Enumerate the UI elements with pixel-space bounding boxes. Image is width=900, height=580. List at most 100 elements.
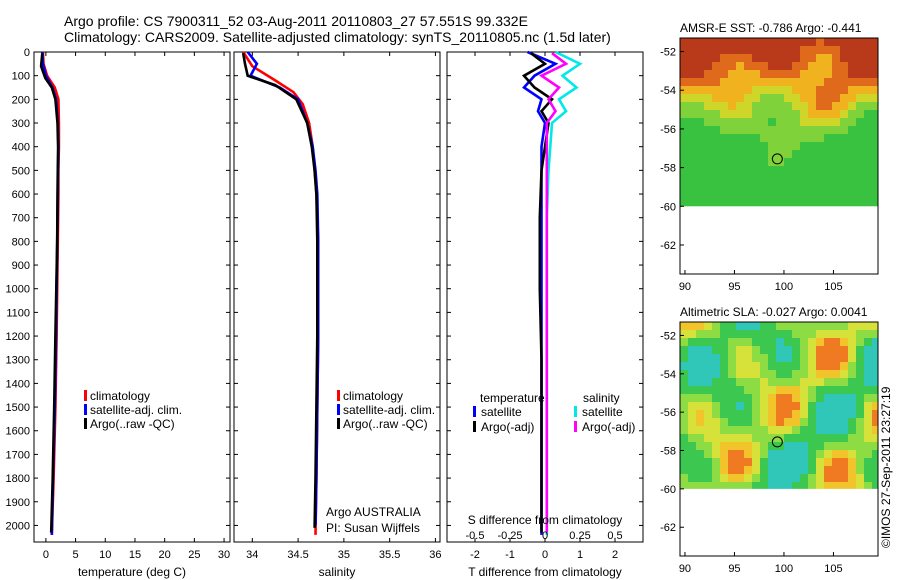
difference-xtick-top-label: 0.25 <box>569 530 590 542</box>
sla_map-cell <box>832 330 840 338</box>
sla_map-cell <box>720 322 728 330</box>
sla_map-cell <box>856 434 864 442</box>
sst_map-cell <box>680 54 688 62</box>
sst_map-cell <box>768 70 776 78</box>
sst_map-cell <box>824 150 832 158</box>
sla_map-cell <box>720 362 728 370</box>
sla_map-cell <box>712 434 720 442</box>
sla_map-cell <box>776 482 784 489</box>
sla_map-cell <box>696 346 704 354</box>
sla_map-cell <box>856 410 864 418</box>
sla_map-cell <box>792 458 800 466</box>
sla_map-cell <box>816 450 824 458</box>
sst_map-cell <box>840 166 848 174</box>
sla_map-cell <box>792 450 800 458</box>
sla_map-cell <box>752 434 760 442</box>
sst_map-cell <box>768 78 776 86</box>
temperature-ytick-label: 300 <box>12 118 30 130</box>
sla_map-cell <box>696 330 704 338</box>
sla_map-cell <box>704 474 712 482</box>
sla_map-cell <box>840 482 848 489</box>
sla_map-cell <box>784 370 792 378</box>
sst_map-cell <box>864 190 872 198</box>
sla_map-cell <box>704 354 712 362</box>
sla_map-cell <box>808 442 816 450</box>
sla_map-cell <box>864 418 872 426</box>
sst_map-cell <box>696 118 704 126</box>
sla_map-cell <box>800 330 808 338</box>
sst_map-cell <box>832 134 840 142</box>
sla_map-cell <box>704 362 712 370</box>
sla_map-cell <box>800 482 808 489</box>
sla_map-cell <box>760 322 768 330</box>
sst_map-cell <box>784 190 792 198</box>
sst_map-cell <box>744 94 752 102</box>
sst_map-ytick-label: -62 <box>660 240 676 252</box>
sst_map-cell <box>720 86 728 94</box>
sst_map-cell <box>680 158 688 166</box>
sla_map-cell <box>712 338 720 346</box>
sst_map-cell <box>688 70 696 78</box>
sst_map-cell <box>832 78 840 86</box>
sla_map-cell <box>800 322 808 330</box>
sst_map-cell <box>784 110 792 118</box>
sst_map-cell <box>744 102 752 110</box>
sst_map-cell <box>680 126 688 134</box>
sla_map-cell <box>688 482 696 489</box>
sst_map-cell <box>704 126 712 134</box>
sst_map-cell <box>752 198 760 206</box>
sst_map-cell <box>712 142 720 150</box>
sla_map-cell <box>824 402 832 410</box>
temperature-ytick-label: 800 <box>12 236 30 248</box>
sla_map-cell <box>800 466 808 474</box>
sst_map-cell <box>808 102 816 110</box>
sst_map-cell <box>800 86 808 94</box>
sst_map-cell <box>712 70 720 78</box>
sla_map-cell <box>816 394 824 402</box>
sla_map-cell <box>688 338 696 346</box>
sst_map-cell <box>712 78 720 86</box>
sla_map-cell <box>688 322 696 330</box>
sla_map-cell <box>840 434 848 442</box>
sla_map-cell <box>720 442 728 450</box>
difference-series-2-line <box>545 50 583 535</box>
sla_map-cell <box>840 458 848 466</box>
sst_map-cell <box>840 134 848 142</box>
sst_map-cell <box>752 46 760 54</box>
sla_map-cell <box>744 450 752 458</box>
sst_map-cell <box>792 142 800 150</box>
sst_map-cell <box>680 70 688 78</box>
sst_map-cell <box>856 118 864 126</box>
sla_map-cell <box>736 482 744 489</box>
difference-xtick-top-label: -0.5 <box>466 530 485 542</box>
sst_map-cell <box>808 78 816 86</box>
sst_map-cell <box>824 62 832 70</box>
sla_map-cell <box>712 402 720 410</box>
sst_map-cell <box>704 86 712 94</box>
sla_map-cell <box>824 442 832 450</box>
sst_map-cell <box>776 78 784 86</box>
sst_map-cell <box>728 190 736 198</box>
sst_map-cell <box>696 174 704 182</box>
sst-map-panel: AMSR-E SST: -0.786 Argo: -0.441 90 95 100 10… <box>660 21 879 293</box>
temperature-ytick-label: 1700 <box>6 449 30 461</box>
sla_map-cell <box>752 410 760 418</box>
sla_map-cell <box>760 378 768 386</box>
sst_map-cell <box>848 190 856 198</box>
sla_map-cell <box>768 466 776 474</box>
sst_map-cell <box>792 54 800 62</box>
sst_map-cell <box>760 166 768 174</box>
sla_map-cell <box>760 338 768 346</box>
sst_map-cell <box>720 126 728 134</box>
sst_map-cell <box>712 118 720 126</box>
sla_map-cell <box>824 450 832 458</box>
sst_map-cell <box>680 174 688 182</box>
sla_map-cell <box>704 322 712 330</box>
sst_map-cell <box>720 150 728 158</box>
sst_map-cell <box>736 190 744 198</box>
sst_map-cell <box>792 94 800 102</box>
sla_map-cell <box>768 434 776 442</box>
sla_map-cell <box>856 466 864 474</box>
sla_map-cell <box>872 346 878 354</box>
sla_map-cell <box>864 434 872 442</box>
